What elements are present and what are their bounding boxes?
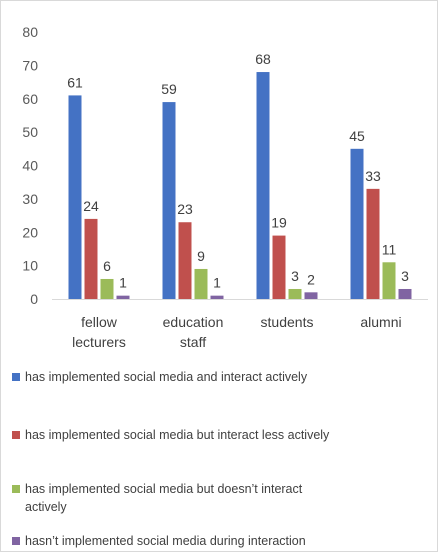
data-label: 24 — [83, 198, 99, 214]
data-label: 68 — [255, 51, 271, 67]
bar — [350, 148, 364, 299]
data-label: 6 — [103, 258, 111, 274]
category-label: alumni — [360, 314, 401, 330]
bar — [162, 102, 176, 300]
bar — [116, 295, 130, 299]
bar — [288, 288, 302, 299]
bar — [178, 222, 192, 299]
bar — [256, 72, 270, 299]
legend-swatch-3 — [12, 485, 20, 493]
y-tick-label: 40 — [22, 158, 38, 174]
data-label: 45 — [349, 128, 365, 144]
data-label: 3 — [291, 268, 299, 284]
data-label: 23 — [177, 201, 193, 217]
legend-label-1: has implemented social media and interac… — [25, 370, 308, 384]
bar — [100, 278, 114, 299]
data-label: 2 — [307, 271, 315, 287]
bar — [382, 262, 396, 299]
legend-label-2: has implemented social media but interac… — [25, 428, 330, 442]
data-label: 61 — [67, 74, 83, 90]
x-axis-categories: fellow lecturers education staff students alu… — [72, 314, 401, 350]
category-label: students — [261, 314, 314, 330]
bar — [272, 235, 286, 299]
bar — [210, 295, 224, 299]
legend-swatch-1 — [12, 373, 20, 381]
y-tick-label: 50 — [22, 124, 38, 140]
legend-label-4: hasn’t implemented social media during i… — [25, 534, 306, 548]
data-label: 9 — [197, 248, 205, 264]
bar — [84, 218, 98, 299]
y-axis: 0 10 20 30 40 50 60 70 80 — [22, 24, 38, 307]
legend-item-4: hasn’t implemented social media during i… — [12, 532, 425, 550]
y-tick-label: 30 — [22, 191, 38, 207]
y-tick-label: 20 — [22, 224, 38, 240]
data-label: 1 — [213, 275, 221, 291]
legend-item-3: has implemented social media but doesn’t… — [12, 480, 325, 516]
y-tick-label: 0 — [30, 291, 38, 307]
data-label: 11 — [382, 241, 397, 257]
y-tick-label: 10 — [22, 258, 38, 274]
legend-swatch-4 — [12, 537, 20, 545]
data-label: 1 — [119, 275, 127, 291]
category-label: education staff — [163, 314, 224, 350]
bar — [366, 188, 380, 299]
bar — [304, 292, 318, 299]
bar — [194, 268, 208, 299]
data-label: 59 — [161, 81, 177, 97]
legend-item-1: has implemented social media and interac… — [12, 368, 425, 386]
data-label: 19 — [271, 215, 287, 231]
data-label: 3 — [401, 268, 409, 284]
bar — [68, 95, 82, 299]
legend-swatch-2 — [12, 431, 20, 439]
y-tick-label: 80 — [22, 24, 38, 40]
bar — [398, 288, 412, 299]
legend-item-2: has implemented social media but interac… — [12, 426, 425, 444]
category-label: fellow lecturers — [72, 314, 126, 350]
y-tick-label: 60 — [22, 91, 38, 107]
y-tick-label: 70 — [22, 57, 38, 73]
legend-label-3: has implemented social media but doesn’t… — [25, 482, 303, 514]
bars — [68, 72, 412, 300]
data-label: 33 — [365, 168, 381, 184]
